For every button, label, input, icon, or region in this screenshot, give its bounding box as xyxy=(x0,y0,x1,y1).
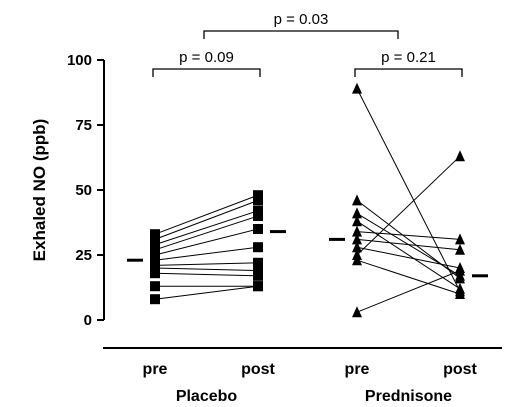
y-axis-label: Exhaled NO (ppb) xyxy=(30,119,49,262)
data-point-square xyxy=(150,255,160,266)
data-point-triangle xyxy=(455,233,465,245)
data-point-triangle xyxy=(352,233,362,245)
pair-line xyxy=(356,259,461,295)
pair-line xyxy=(356,231,461,240)
data-point-triangle xyxy=(352,254,362,266)
data-point-square xyxy=(150,294,160,305)
pair-line xyxy=(356,246,461,269)
x-tick-label: post xyxy=(241,361,275,378)
comparison-between-groups-label: p = 0.03 xyxy=(274,11,329,28)
data-point-triangle xyxy=(352,194,362,206)
data-point-triangle xyxy=(352,215,362,227)
data-point-triangle xyxy=(352,241,362,253)
data-point-triangle xyxy=(455,243,465,255)
pair-line xyxy=(154,228,259,256)
pair-line xyxy=(154,194,259,235)
pair-line xyxy=(154,267,259,272)
data-point-square xyxy=(150,239,160,250)
comparison-placebo-label: p = 0.09 xyxy=(179,49,234,66)
group-label-prednisone: Prednisone xyxy=(365,388,452,405)
y-tick-label: 0 xyxy=(84,312,92,329)
data-point-triangle xyxy=(352,207,362,219)
data-point-square xyxy=(253,270,263,281)
data-point-square xyxy=(150,250,160,260)
y-tick-label: 50 xyxy=(75,182,92,199)
data-point-square xyxy=(150,244,160,255)
data-point-square xyxy=(253,265,263,276)
pair-line xyxy=(356,155,461,256)
data-point-square xyxy=(253,190,263,201)
pair-line xyxy=(356,270,461,313)
y-tick-label: 100 xyxy=(67,52,92,69)
pair-line xyxy=(154,210,259,246)
data-point-square xyxy=(253,242,263,253)
data-point-square xyxy=(253,281,263,292)
data-point-square xyxy=(150,263,160,273)
data-point-triangle xyxy=(455,288,465,299)
pair-line xyxy=(154,285,259,300)
pair-line xyxy=(154,262,259,266)
pair-line xyxy=(154,199,259,240)
data-point-triangle xyxy=(455,264,465,276)
comparison-placebo-bracket xyxy=(152,68,261,77)
data-point-square xyxy=(150,234,160,245)
data-point-triangle xyxy=(455,150,465,162)
data-point-square xyxy=(150,281,160,292)
x-tick-label: pre xyxy=(143,361,168,378)
data-point-triangle xyxy=(352,82,362,94)
pair-line xyxy=(356,238,461,251)
x-tick-label: pre xyxy=(345,361,370,378)
pair-line xyxy=(356,220,461,290)
data-point-square xyxy=(253,195,263,206)
data-point-square xyxy=(253,257,263,268)
data-point-triangle xyxy=(352,225,362,237)
y-tick-label: 25 xyxy=(75,247,92,264)
data-point-square xyxy=(253,205,263,216)
data-point-square xyxy=(253,211,263,221)
pair-line xyxy=(154,272,259,277)
x-tick-label: post xyxy=(443,361,477,378)
group-label-placebo: Placebo xyxy=(176,388,238,405)
data-point-square xyxy=(150,229,160,240)
data-point-square xyxy=(150,268,160,279)
y-tick-label: 75 xyxy=(75,117,92,134)
comparison-prednisone-label: p = 0.21 xyxy=(381,49,436,66)
data-point-square xyxy=(253,224,263,234)
data-point-triangle xyxy=(352,306,362,318)
comparison-prednisone-bracket xyxy=(354,68,463,77)
comparison-between-groups-bracket xyxy=(203,30,399,39)
pair-line xyxy=(154,215,259,251)
pair-line xyxy=(154,246,259,261)
pair-line xyxy=(356,88,461,292)
